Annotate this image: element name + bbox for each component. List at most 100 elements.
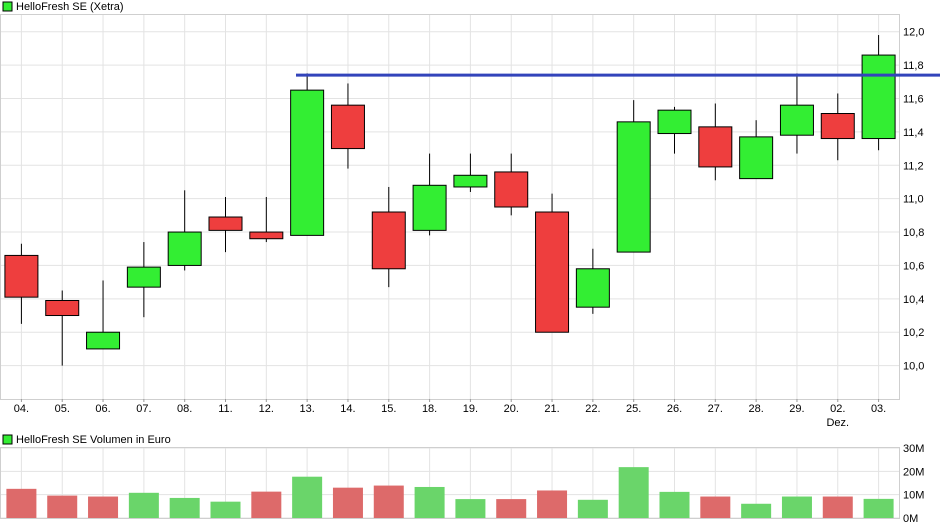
price-y-tick-label: 11,2: [903, 160, 924, 172]
volume-bar: [863, 498, 894, 518]
candle: [126, 242, 161, 318]
volume-y-tick-label: 20M: [903, 466, 924, 478]
x-tick-label: 03.: [871, 403, 886, 415]
candle-body: [4, 254, 39, 298]
candle-body: [739, 136, 774, 180]
volume-bar: [88, 496, 119, 518]
price-y-tick-label: 10,2: [903, 327, 924, 339]
candle: [412, 153, 447, 236]
volume-bar: [292, 476, 323, 518]
price-y-tick-label: 10,0: [903, 361, 924, 373]
volume-bar: [455, 499, 486, 518]
volume-bar: [414, 486, 445, 518]
candle: [820, 93, 855, 161]
candle: [290, 73, 325, 236]
candle-body: [371, 211, 406, 270]
price-y-tick-label: 12,0: [903, 27, 924, 39]
candle-body: [698, 126, 733, 168]
candle: [330, 83, 365, 169]
volume-bar: [537, 490, 568, 518]
candle: [167, 190, 202, 271]
candle-body: [126, 266, 161, 288]
volume-bar: [332, 487, 363, 518]
candle: [249, 196, 284, 243]
volume-bar: [781, 496, 812, 518]
volume-bar: [6, 488, 37, 518]
volume-bar: [822, 496, 853, 518]
candle-body: [494, 171, 529, 208]
candle: [698, 103, 733, 181]
candle-body: [45, 299, 80, 317]
volume-legend-swatch: [2, 434, 13, 445]
candle-body: [208, 216, 243, 231]
candle-body: [453, 174, 488, 188]
price-y-tick-label: 11,4: [903, 127, 924, 139]
candle-body: [290, 89, 325, 236]
x-tick-label: 12.: [259, 403, 274, 415]
price-y-axis: 10,0 10,2 10,4 10,6 10,8 11,0 11,2 11,4 11,6 11,8…: [903, 27, 924, 373]
volume-bar: [210, 501, 241, 518]
candle: [208, 196, 243, 253]
candle-body: [535, 211, 570, 333]
candle: [4, 243, 39, 324]
candle-body: [412, 184, 447, 231]
volume-bar: [741, 503, 772, 518]
x-tick-label: 11.: [218, 403, 232, 415]
x-tick-label: 18.: [422, 403, 437, 415]
x-tick-label: 19.: [463, 403, 478, 415]
volume-legend-label: HelloFresh SE Volumen in Euro: [16, 434, 171, 446]
x-tick-label: 05.: [55, 403, 70, 415]
candle-body: [657, 109, 692, 135]
candle-body: [616, 121, 651, 253]
x-tick-label: 26.: [667, 403, 682, 415]
volume-bar: [47, 495, 78, 518]
candle: [453, 153, 488, 192]
x-tick-label: 02.: [830, 403, 845, 415]
candle-body: [820, 113, 855, 140]
volume-bar: [618, 467, 649, 518]
x-tick-label: 21.: [544, 403, 559, 415]
volume-bar: [577, 499, 608, 518]
x-tick-label: 14.: [340, 403, 355, 415]
volume-bar: [373, 485, 404, 518]
candle-body: [575, 268, 610, 308]
price-legend-label: HelloFresh SE (Xetra): [16, 1, 124, 13]
candle-body: [779, 104, 814, 136]
volume-bar: [700, 496, 731, 518]
x-tick-label: 13.: [299, 403, 314, 415]
price-y-tick-label: 10,4: [903, 294, 924, 306]
volume-bar: [659, 491, 690, 518]
volume-y-axis: 30M 20M 10M 0M: [903, 443, 924, 525]
volume-bar: [128, 492, 159, 518]
volume-panel-frame: [0, 447, 900, 519]
x-tick-label: 07.: [136, 403, 151, 415]
candle-body: [330, 104, 365, 150]
x-tick-label: 04.: [14, 403, 29, 415]
x-tick-sublabel: Dez.: [826, 417, 849, 429]
candle: [45, 290, 80, 366]
candle: [616, 100, 651, 253]
candle: [657, 106, 692, 154]
x-tick-label: 22.: [585, 403, 600, 415]
volume-y-tick-label: 0M: [903, 513, 918, 525]
price-grid: [1, 15, 899, 399]
volume-bar: [496, 499, 527, 518]
volume-y-tick-label: 30M: [903, 443, 924, 455]
candle-body: [167, 231, 202, 266]
candle: [86, 280, 121, 350]
x-tick-label: 27.: [708, 403, 723, 415]
candle: [779, 73, 814, 154]
x-tick-label: 20.: [504, 403, 519, 415]
candle: [575, 248, 610, 314]
price-panel-frame: [0, 14, 900, 400]
volume-bar: [251, 491, 282, 518]
price-y-tick-label: 10,8: [903, 227, 924, 239]
candle: [861, 35, 896, 151]
candles: [4, 35, 896, 366]
volume-bar: [169, 497, 200, 518]
x-tick-label: 28.: [748, 403, 763, 415]
x-tick-label: 06.: [95, 403, 110, 415]
candle-body: [249, 231, 284, 240]
